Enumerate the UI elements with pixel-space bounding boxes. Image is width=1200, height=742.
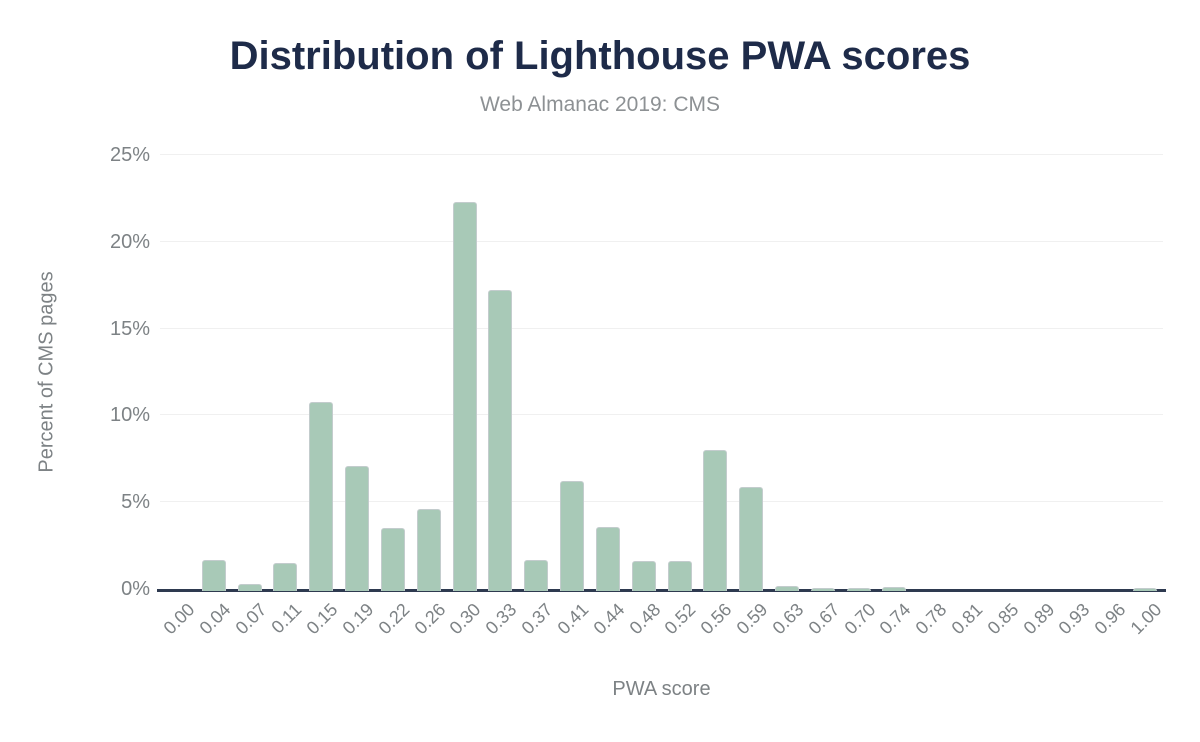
chart-title: Distribution of Lighthouse PWA scores: [229, 34, 971, 78]
bar: [488, 290, 513, 591]
y-tick-label: 15%: [109, 317, 150, 340]
bar: [380, 528, 405, 591]
bar: [309, 401, 334, 591]
gridline: [160, 414, 1163, 416]
x-tick-label: 0.78: [911, 599, 951, 639]
x-tick-label: 0.11: [267, 599, 306, 638]
x-tick-label: 0.00: [159, 599, 199, 639]
x-axis-line: [157, 589, 1166, 592]
x-tick-label: 0.93: [1054, 599, 1094, 639]
bar-slot: [160, 140, 196, 589]
bar-slot: [1020, 140, 1056, 589]
gridline: [160, 240, 1163, 242]
x-tick-label: 0.33: [481, 599, 521, 639]
bar: [595, 526, 620, 591]
x-tick-label: 0.41: [553, 599, 593, 639]
bar: [524, 559, 549, 591]
y-tick-label: 20%: [109, 230, 150, 253]
x-tick-label: 0.37: [517, 599, 557, 639]
bar: [452, 201, 477, 591]
x-tick-label: 0.19: [338, 599, 378, 639]
bar-slot: [697, 140, 733, 591]
x-tick-label: 0.07: [231, 599, 270, 639]
x-tick-label: 1.00: [1126, 599, 1166, 639]
bar: [1133, 588, 1158, 591]
bar: [846, 588, 871, 591]
chart-subtitle: Web Almanac 2019: CMS: [479, 93, 721, 116]
bar: [201, 559, 226, 591]
x-tick-label: 0.48: [625, 599, 665, 639]
x-tick-label: 0.70: [840, 599, 879, 639]
y-tick-label: 25%: [109, 144, 150, 166]
x-tick-label: 0.52: [660, 599, 700, 639]
gridline: [160, 154, 1163, 155]
bar: [739, 486, 764, 591]
bar-slot: [1127, 140, 1163, 591]
bar-slot: [877, 140, 913, 591]
bar: [667, 561, 692, 591]
x-tick-label: 0.59: [732, 599, 772, 639]
bar-slot: [375, 140, 411, 591]
bar-slot: [1056, 140, 1092, 589]
x-tick-label: 0.81: [947, 599, 987, 639]
bar-slot: [482, 140, 518, 591]
x-tick-label: 0.56: [696, 599, 736, 639]
x-tick-label: 0.22: [374, 599, 414, 639]
bar-slot: [339, 140, 375, 591]
x-tick-label: 0.63: [768, 599, 808, 639]
bar: [774, 585, 799, 591]
bar: [237, 583, 262, 591]
x-tick-label: 0.15: [302, 599, 342, 639]
x-tick-label: 0.67: [804, 599, 844, 639]
x-tick-label: 0.26: [410, 599, 450, 639]
bar-slot: [303, 140, 339, 591]
x-tick-label: 0.30: [445, 599, 485, 639]
gridline: [160, 327, 1163, 329]
bar-slot: [554, 140, 590, 591]
bar-slot: [232, 140, 268, 591]
bar: [273, 562, 298, 591]
bar: [810, 588, 835, 591]
y-tick-label: 0%: [121, 578, 150, 600]
bar-slot: [518, 140, 554, 591]
bar-slot: [841, 140, 877, 591]
y-tick-label: 10%: [109, 404, 150, 427]
y-tick-label: 5%: [121, 491, 150, 514]
bar-slot: [769, 140, 805, 591]
x-tick-label: 0.96: [1090, 599, 1130, 639]
bar-slot: [1092, 140, 1128, 589]
gridline: [160, 501, 1163, 503]
bar: [631, 561, 656, 591]
x-tick-label: 0.44: [589, 599, 629, 639]
x-tick-label: 0.89: [1019, 599, 1059, 639]
bar-slot: [984, 140, 1020, 589]
bar: [560, 481, 585, 591]
y-axis-title: Percent of CMS pages: [35, 271, 58, 473]
plot-area: PWA score Percent of CMS pages 0% 5% 10% 15…: [36, 140, 1166, 700]
x-tick-label: 0.74: [875, 599, 915, 639]
bar-slot: [411, 140, 447, 591]
bar: [703, 450, 728, 591]
bar-slot: [948, 140, 984, 589]
bar-slot: [733, 140, 769, 591]
bar-slot: [626, 140, 662, 591]
bar-slot: [590, 140, 626, 591]
bar: [416, 509, 441, 591]
bar-slot: [912, 140, 948, 589]
bar: [882, 587, 907, 591]
bar-slot: [196, 140, 232, 591]
bar: [345, 465, 370, 591]
bar-slot: [267, 140, 303, 591]
x-tick-label: 0.85: [983, 599, 1023, 639]
bar-slot: [662, 140, 698, 591]
bar-slot: [447, 140, 483, 591]
x-axis-title: PWA score: [612, 678, 711, 700]
bar-slot: [805, 140, 841, 591]
bar-series: [160, 140, 1163, 591]
x-tick-label: 0.04: [195, 599, 235, 639]
